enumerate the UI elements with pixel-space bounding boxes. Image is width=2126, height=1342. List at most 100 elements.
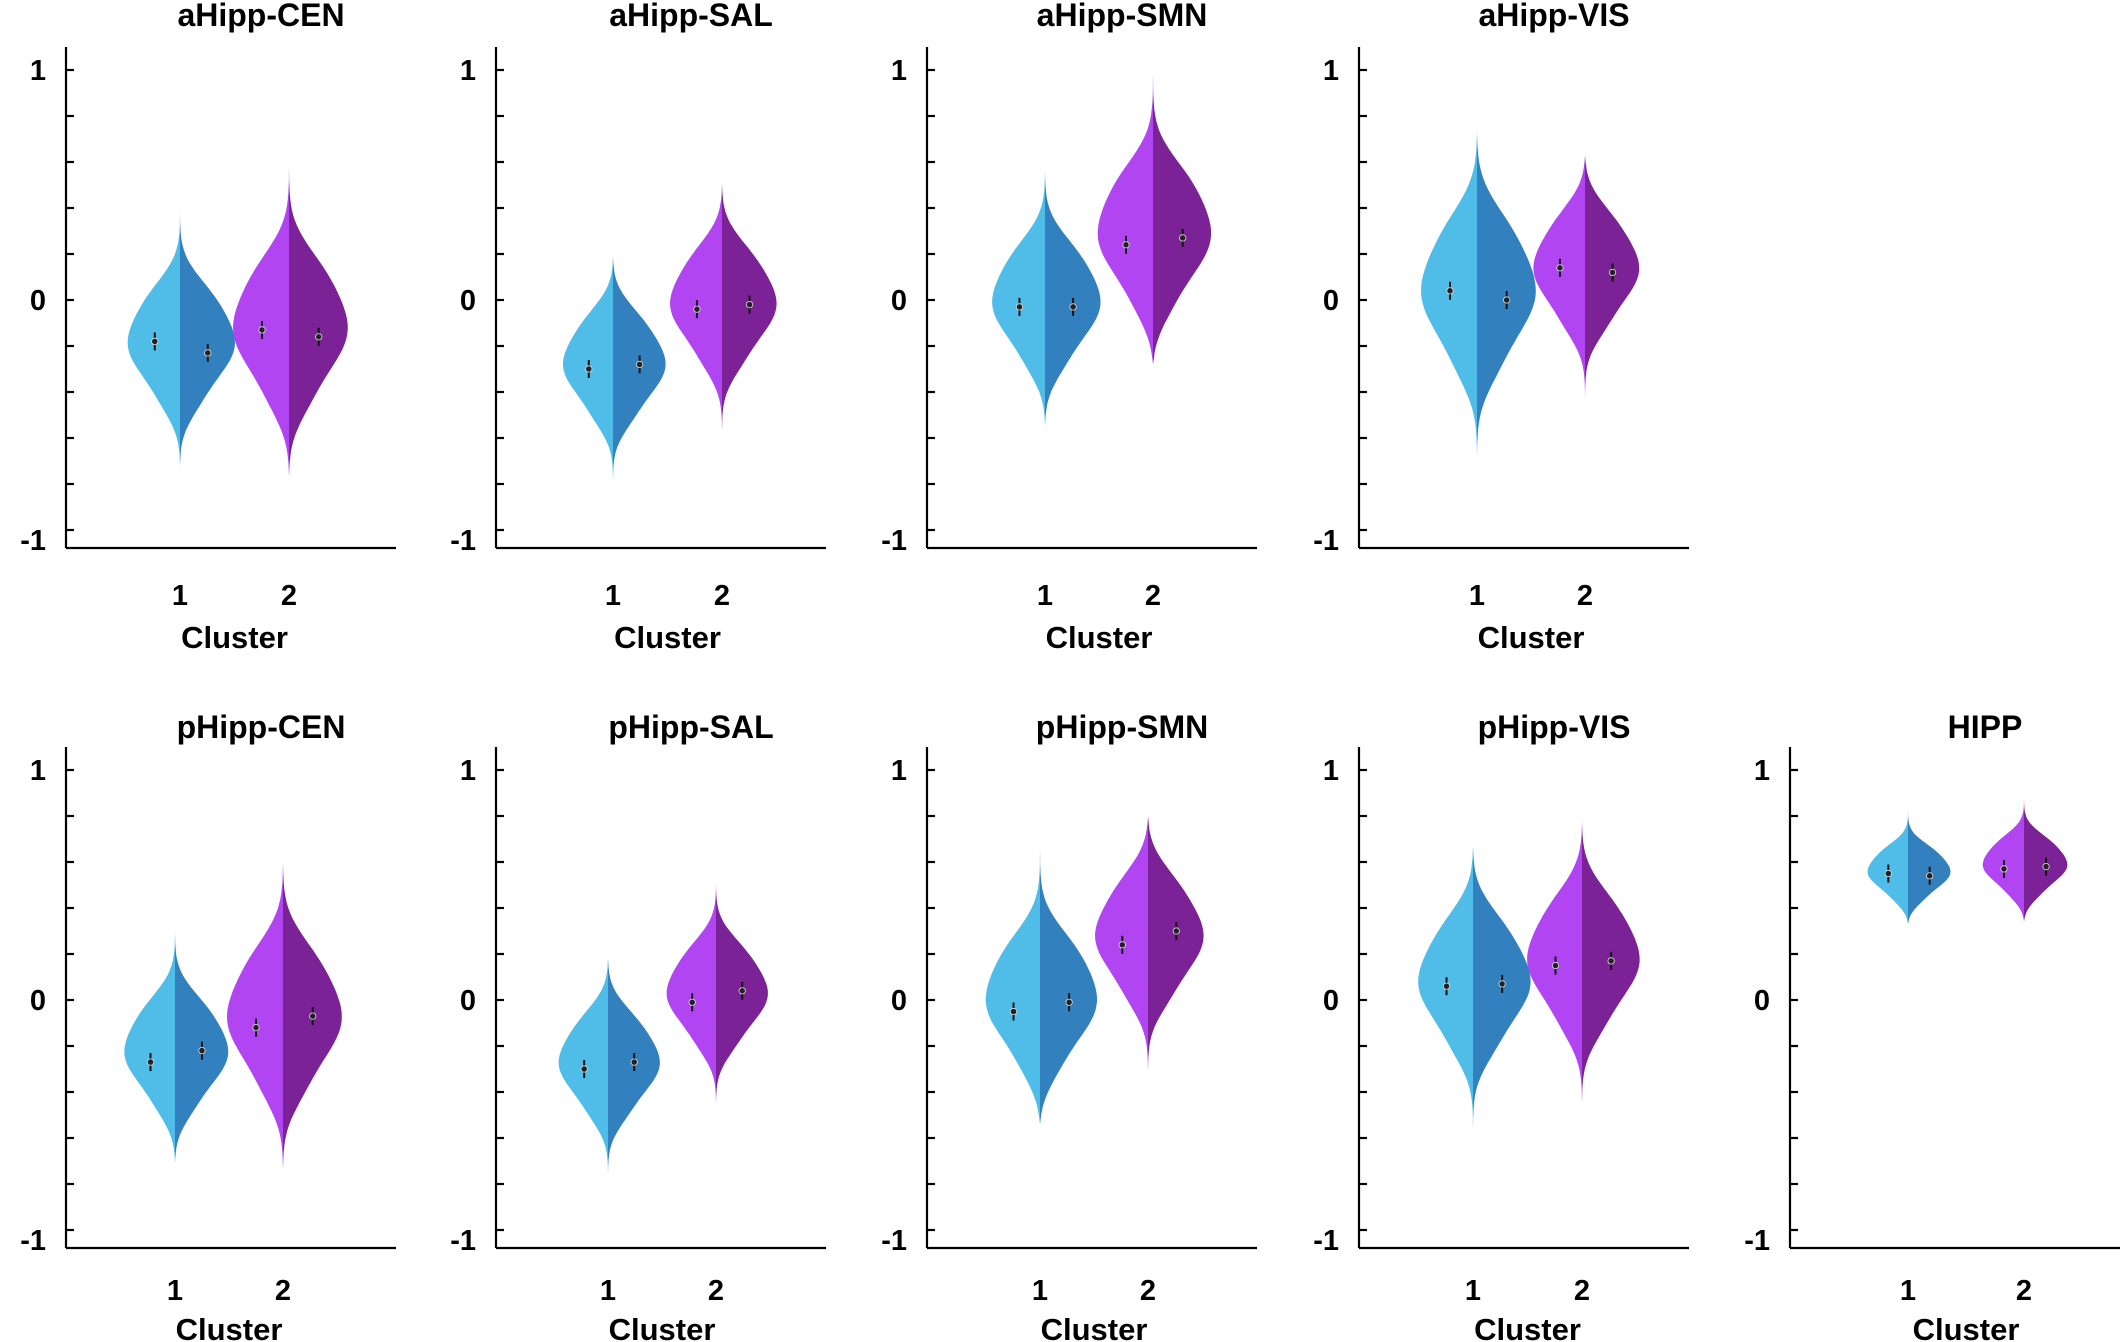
- x-tick-label: 2: [1574, 1275, 1590, 1307]
- mean-marker: [204, 349, 212, 357]
- mean-marker: [1009, 1007, 1018, 1016]
- x-tick-label: 1: [1032, 1275, 1048, 1307]
- mean-marker: [630, 1058, 638, 1066]
- mean-marker: [693, 305, 701, 313]
- y-tick-label: 0: [460, 985, 476, 1017]
- panel-title: aHipp-CEN: [177, 0, 344, 33]
- x-tick-label: 1: [1469, 580, 1485, 612]
- y-tick-label: -1: [20, 525, 46, 557]
- violin-right-half: [180, 212, 235, 466]
- y-tick-label: 0: [1754, 985, 1770, 1017]
- y-tick-label: -1: [1313, 525, 1339, 557]
- panel-ahipp-smn: aHipp-SMN 1 0 -1 1 2 Cluster: [881, 0, 1257, 655]
- violin-right-half: [1908, 806, 1951, 925]
- x-tick-label: 2: [1145, 580, 1161, 612]
- mean-marker: [315, 333, 323, 341]
- mean-marker: [745, 300, 754, 309]
- violin-cluster-1: [558, 956, 660, 1175]
- violin-right-half: [1045, 166, 1101, 427]
- mean-marker: [1065, 998, 1073, 1006]
- violin-right-half: [1148, 816, 1204, 1081]
- violin-cluster-2: [1982, 795, 2068, 922]
- violin-cluster-2: [1095, 816, 1204, 1081]
- x-axis-label: Cluster: [176, 1312, 283, 1342]
- panel-title: HIPP: [1948, 709, 2023, 745]
- panel-ahipp-vis: aHipp-VIS 1 0 -1 1 2 Cluster: [1313, 0, 1689, 655]
- mean-marker: [258, 326, 266, 334]
- violin-cluster-2: [233, 168, 348, 478]
- violin-cluster-1: [124, 928, 229, 1164]
- mean-marker: [198, 1047, 206, 1055]
- panel-title: pHipp-VIS: [1478, 709, 1631, 745]
- violin-cluster-2: [1097, 65, 1212, 365]
- y-tick-label: 1: [460, 55, 476, 87]
- y-tick-label: 1: [1323, 55, 1339, 87]
- panel-phipp-cen: pHipp-CEN 1 0 -1 1 2 Cluster: [20, 709, 396, 1342]
- y-tick-label: -1: [1744, 1225, 1770, 1257]
- panel-title: pHipp-CEN: [177, 709, 346, 745]
- mean-marker: [2000, 865, 2008, 873]
- mean-marker: [1069, 303, 1077, 311]
- y-tick-label: -1: [450, 1225, 476, 1257]
- mean-marker: [1015, 303, 1024, 311]
- mean-marker: [146, 1058, 155, 1066]
- y-tick-label: -1: [20, 1225, 46, 1257]
- mean-marker: [1607, 957, 1615, 965]
- panel-phipp-smn: pHipp-SMN 1 0 -1 1 2 Cluster: [881, 709, 1257, 1342]
- y-tick-label: 1: [460, 755, 476, 787]
- x-tick-label: 1: [605, 580, 621, 612]
- y-tick-label: -1: [1313, 1225, 1339, 1257]
- violin-right-half: [1153, 65, 1212, 365]
- x-axis-label: Cluster: [1041, 1312, 1148, 1342]
- y-tick-label: -1: [881, 1225, 907, 1257]
- violin-left-half: [124, 928, 175, 1164]
- x-tick-label: 2: [1140, 1275, 1156, 1307]
- y-tick-label: 1: [30, 755, 46, 787]
- panel-title: pHipp-SAL: [608, 709, 773, 745]
- y-tick-label: 0: [30, 285, 46, 317]
- violin-cluster-1: [992, 166, 1101, 427]
- panel-phipp-sal: pHipp-SAL 1 0 -1 1 2 Cluster: [450, 709, 826, 1342]
- violin-cluster-1: [1867, 806, 1951, 925]
- violin-cluster-1: [127, 212, 235, 466]
- mean-marker: [1446, 287, 1454, 295]
- mean-marker: [1926, 872, 1934, 880]
- violin-left-half: [1533, 155, 1585, 404]
- x-tick-label: 2: [1577, 580, 1593, 612]
- y-tick-label: -1: [450, 525, 476, 557]
- x-tick-label: 1: [1037, 580, 1053, 612]
- mean-marker: [1551, 961, 1560, 970]
- y-tick-label: 1: [891, 755, 907, 787]
- mean-marker: [1122, 241, 1130, 249]
- x-axis-label: Cluster: [1046, 620, 1153, 655]
- violin-left-half: [992, 166, 1045, 427]
- panel-title: aHipp-SMN: [1037, 0, 1208, 33]
- violin-right-half: [289, 168, 348, 478]
- x-tick-label: 2: [281, 580, 297, 612]
- x-tick-label: 1: [1465, 1275, 1481, 1307]
- violin-cluster-1: [985, 841, 1097, 1125]
- mean-marker: [580, 1065, 588, 1073]
- violin-right-half: [1040, 841, 1097, 1125]
- y-tick-label: 1: [1323, 755, 1339, 787]
- violin-left-half: [1982, 795, 2024, 922]
- x-tick-label: 1: [600, 1275, 616, 1307]
- x-axis-label: Cluster: [181, 620, 288, 655]
- y-tick-label: 1: [30, 55, 46, 87]
- violin-cluster-2: [227, 862, 342, 1171]
- panel-ahipp-sal: aHipp-SAL 1 0 -1 1 2 Cluster: [450, 0, 826, 655]
- mean-marker: [1118, 941, 1126, 949]
- x-tick-label: 2: [275, 1275, 291, 1307]
- mean-marker: [1503, 296, 1511, 304]
- panel-title: aHipp-VIS: [1478, 0, 1629, 33]
- violin-left-half: [227, 862, 283, 1171]
- mean-marker: [1556, 264, 1564, 272]
- panel-hipp: HIPP 1 0 -1 1 2 Cluster: [1744, 709, 2120, 1342]
- mean-marker: [636, 360, 644, 368]
- y-tick-label: 0: [891, 285, 907, 317]
- x-tick-label: 1: [1900, 1275, 1916, 1307]
- mean-marker: [585, 365, 593, 373]
- violin-cluster-2: [670, 182, 777, 432]
- panel-title: pHipp-SMN: [1036, 709, 1208, 745]
